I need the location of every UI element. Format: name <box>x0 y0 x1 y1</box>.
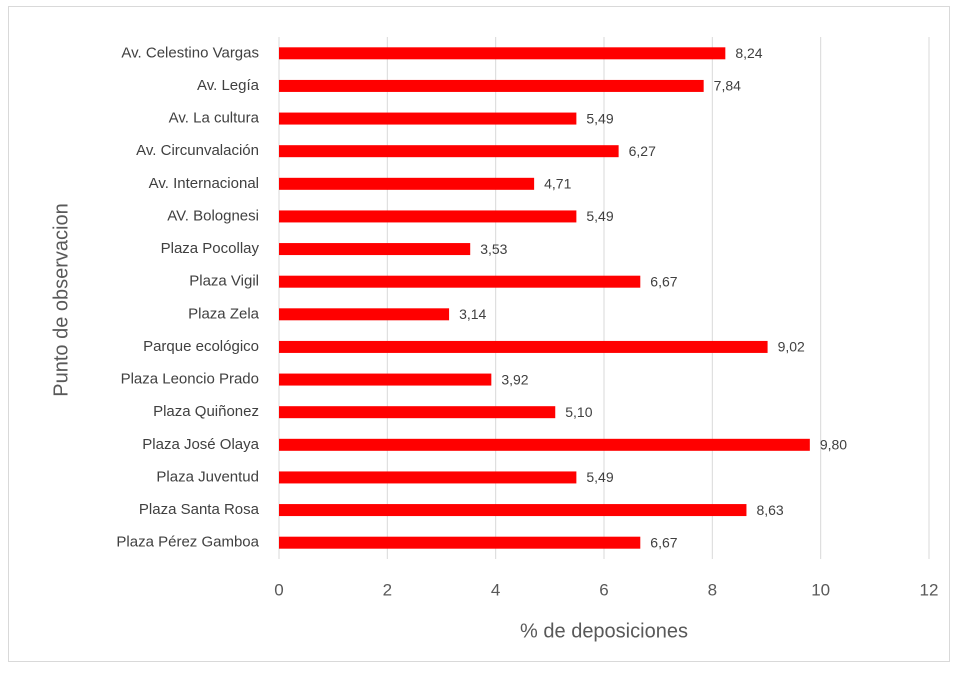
y-axis-title: Punto de observacion <box>50 203 72 396</box>
y-tick-label: Plaza Vigil <box>189 273 259 290</box>
y-tick-label: Av. Legía <box>197 77 260 94</box>
data-label: 8,24 <box>735 45 762 61</box>
data-label: 9,80 <box>820 437 847 453</box>
y-tick-label: Plaza Zela <box>188 305 260 322</box>
data-label: 3,14 <box>459 306 486 322</box>
data-label: 7,84 <box>714 78 741 94</box>
data-label: 5,10 <box>565 404 592 420</box>
x-tick-label: 10 <box>811 580 830 599</box>
bar <box>279 340 768 353</box>
bar <box>279 210 577 223</box>
bar <box>279 177 535 190</box>
bar <box>279 504 747 517</box>
bar <box>279 145 619 158</box>
data-label: 9,02 <box>778 339 805 355</box>
bar <box>279 438 810 451</box>
data-label: 6,67 <box>650 273 677 289</box>
bar <box>279 471 577 484</box>
bar <box>279 243 471 256</box>
bar <box>279 536 641 549</box>
y-tick-label: Plaza Juventud <box>156 468 259 485</box>
bar <box>279 112 577 125</box>
x-tick-label: 0 <box>274 580 283 599</box>
bar <box>279 308 450 321</box>
data-label: 6,67 <box>650 534 677 550</box>
data-label: 6,27 <box>629 143 656 159</box>
y-tick-label: Plaza Pocollay <box>161 240 260 257</box>
x-tick-label: 12 <box>920 580 939 599</box>
x-tick-label: 4 <box>491 580 500 599</box>
y-tick-label: Av. La cultura <box>169 110 260 127</box>
bar <box>279 406 556 419</box>
y-tick-label: Plaza Pérez Gamboa <box>116 534 259 551</box>
data-label: 5,49 <box>586 469 613 485</box>
data-label: 4,71 <box>544 176 571 192</box>
y-tick-label: Av. Internacional <box>149 175 259 192</box>
x-tick-label: 6 <box>599 580 608 599</box>
bar <box>279 373 492 386</box>
y-tick-label: Plaza José Olaya <box>142 436 259 453</box>
y-tick-label: Plaza Leoncio Prado <box>121 371 259 388</box>
x-tick-label: 2 <box>383 580 392 599</box>
y-tick-label: Parque ecológico <box>143 338 259 355</box>
bar <box>279 275 641 288</box>
bar <box>279 47 726 60</box>
y-tick-label: Av. Celestino Vargas <box>121 44 259 61</box>
data-label: 3,53 <box>480 241 507 257</box>
x-axis-title: % de deposiciones <box>520 620 688 642</box>
y-tick-label: Av. Circunvalación <box>136 142 259 159</box>
y-tick-label: Plaza Quiñonez <box>153 403 259 420</box>
bar <box>279 79 704 92</box>
x-tick-label: 8 <box>708 580 717 599</box>
y-tick-label: AV. Bolognesi <box>167 207 259 224</box>
y-tick-label: Plaza Santa Rosa <box>139 501 260 518</box>
data-label: 3,92 <box>501 371 528 387</box>
data-label: 5,49 <box>586 110 613 126</box>
data-label: 8,63 <box>756 502 783 518</box>
data-label: 5,49 <box>586 208 613 224</box>
chart-border <box>8 6 950 662</box>
